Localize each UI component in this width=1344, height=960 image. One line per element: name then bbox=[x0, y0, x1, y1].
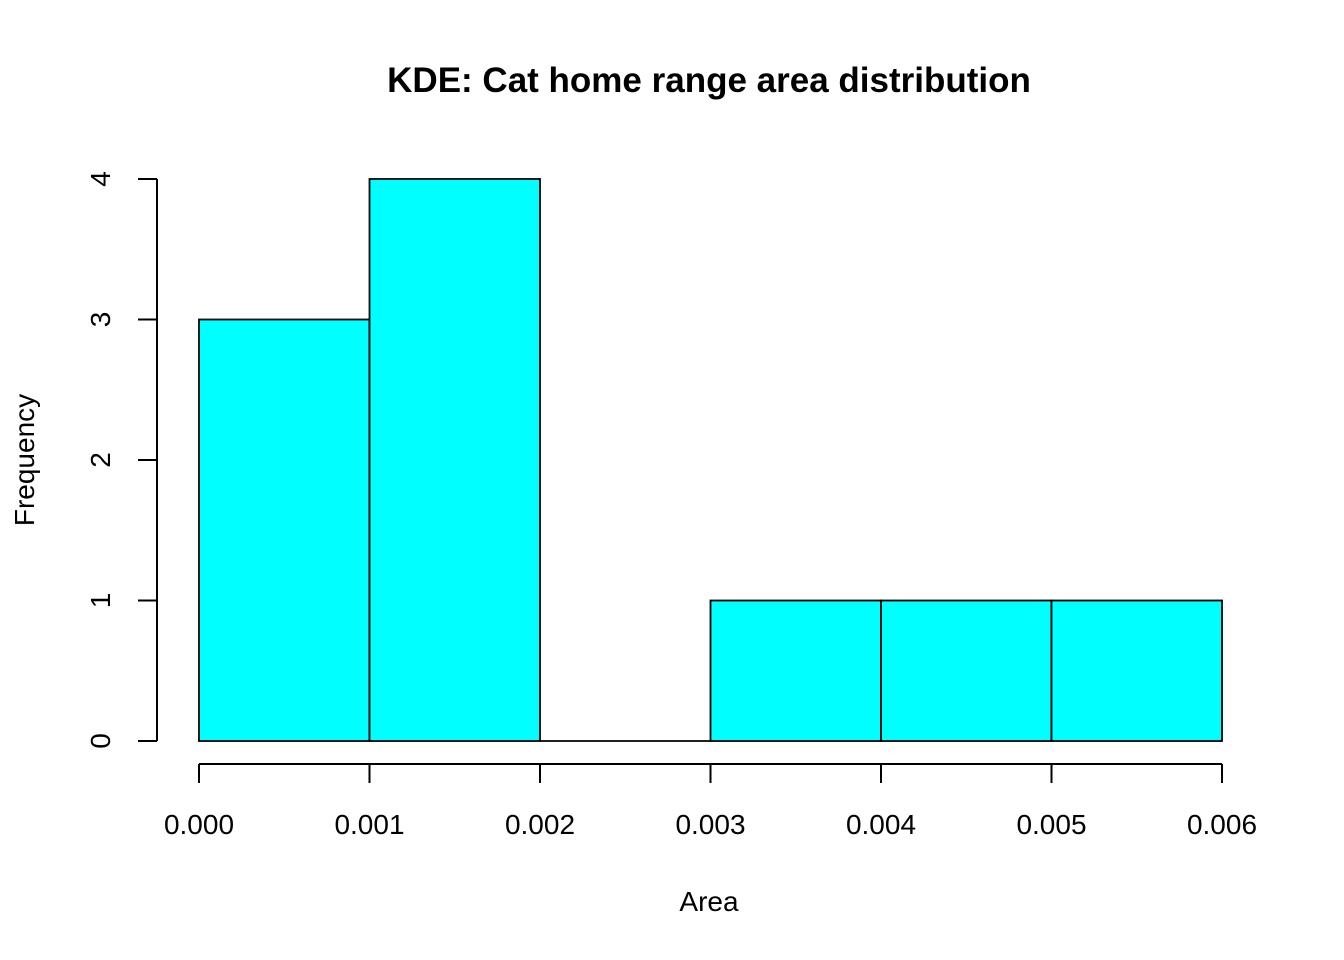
histogram-bar bbox=[1050, 599, 1223, 742]
histogram-bar bbox=[368, 178, 541, 742]
histogram-bar bbox=[198, 318, 371, 742]
x-tick-label: 0.004 bbox=[846, 809, 916, 840]
x-tick-label: 0.003 bbox=[675, 809, 745, 840]
bars-group bbox=[198, 178, 1223, 742]
y-axis-label: Frequency bbox=[9, 394, 40, 526]
histogram-bar bbox=[709, 599, 882, 742]
y-tick-label: 1 bbox=[85, 593, 116, 609]
x-tick-label: 0.000 bbox=[164, 809, 234, 840]
y-tick-label: 4 bbox=[85, 171, 116, 187]
y-axis: 0 1 2 3 4 bbox=[85, 171, 158, 749]
x-tick-label: 0.006 bbox=[1187, 809, 1257, 840]
x-tick-label: 0.002 bbox=[505, 809, 575, 840]
x-tick-label: 0.005 bbox=[1016, 809, 1086, 840]
y-tick-label: 2 bbox=[85, 452, 116, 468]
x-tick-label: 0.001 bbox=[334, 809, 404, 840]
x-axis: 0.000 0.001 0.002 0.003 0.004 0.005 0.006 bbox=[164, 763, 1257, 840]
y-tick-label: 3 bbox=[85, 312, 116, 328]
histogram-bar bbox=[880, 599, 1053, 742]
x-axis-label: Area bbox=[679, 886, 739, 917]
chart-title: KDE: Cat home range area distribution bbox=[387, 61, 1031, 100]
y-tick-label: 0 bbox=[85, 733, 116, 749]
